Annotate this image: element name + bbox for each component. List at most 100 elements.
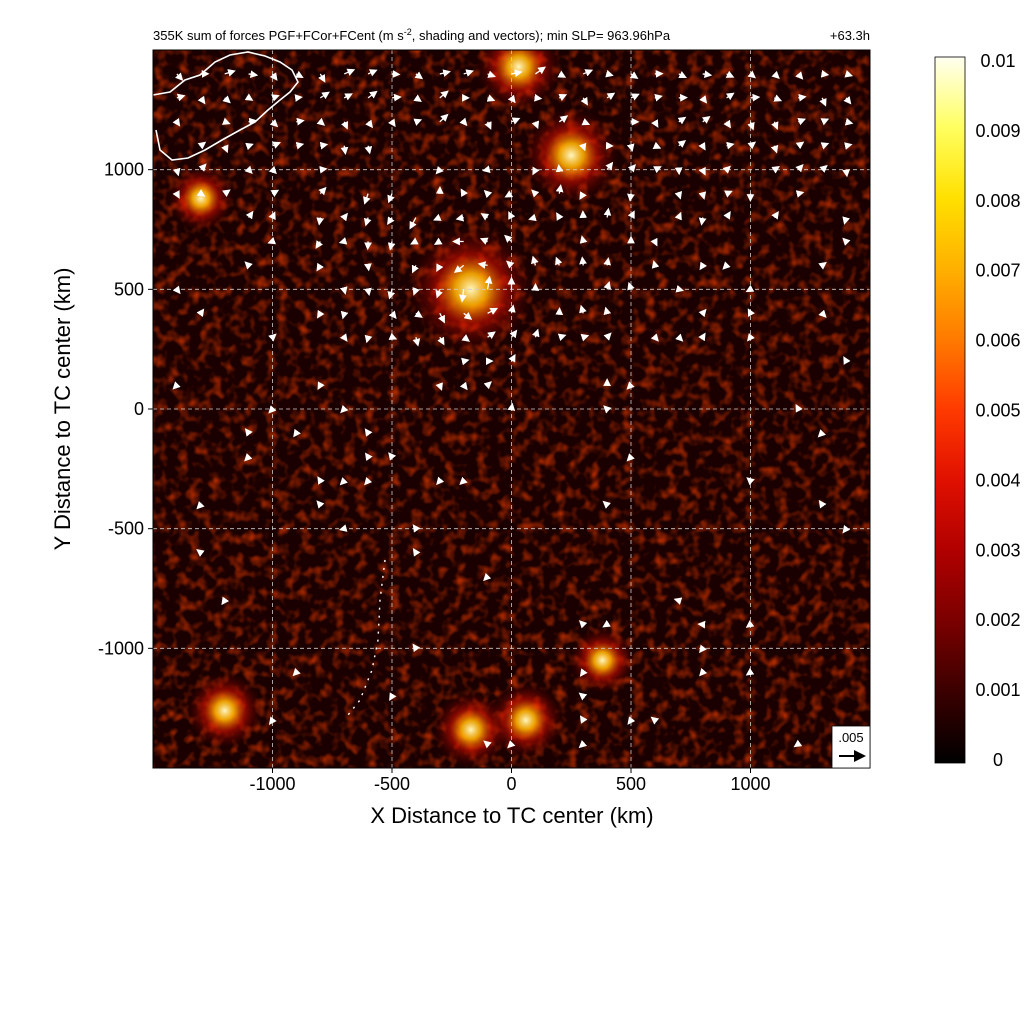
colorbar-ticks: 0 0.001 0.002 0.003 0.004 0.005 0.006 0.007 0.00… <box>975 51 1020 770</box>
force-vector <box>797 117 807 126</box>
force-vector <box>487 307 499 315</box>
force-vector <box>482 165 491 174</box>
force-vector <box>244 428 253 437</box>
force-vector <box>391 93 402 102</box>
force-vector <box>745 667 755 676</box>
colorbar-tick-label: 0 <box>993 750 1003 770</box>
colorbar-tick-label: 0.007 <box>975 261 1020 281</box>
force-vector <box>197 141 207 150</box>
force-vector <box>627 716 636 725</box>
force-vector <box>364 287 372 297</box>
force-vector <box>487 70 496 78</box>
force-vector <box>770 144 779 154</box>
x-axis-label: X Distance to TC center (km) <box>370 803 653 828</box>
intensity-hotspot <box>167 165 234 232</box>
force-vector <box>507 402 516 411</box>
force-vector <box>844 70 854 78</box>
force-vector <box>479 237 489 245</box>
force-vector <box>506 260 515 269</box>
force-vector <box>435 165 444 175</box>
force-vector <box>555 256 563 266</box>
force-vector <box>557 70 567 78</box>
force-vector <box>387 289 396 300</box>
force-vector <box>726 141 735 150</box>
force-vector <box>317 381 325 391</box>
force-vector <box>626 143 635 152</box>
force-vector <box>339 286 348 295</box>
force-vector <box>484 275 493 290</box>
force-vector <box>433 213 442 221</box>
force-vector <box>771 121 779 130</box>
force-vector <box>176 93 186 102</box>
force-vector <box>579 235 588 244</box>
force-vector <box>582 69 594 77</box>
force-vector <box>483 189 493 199</box>
colorbar-tick-label: 0.008 <box>975 191 1020 211</box>
force-vector <box>603 306 612 316</box>
force-vector <box>793 739 803 748</box>
island-chain <box>347 559 386 716</box>
force-vector <box>268 405 277 414</box>
force-vector <box>319 165 328 174</box>
force-vector <box>508 211 516 220</box>
chart-title: 355K sum of forces PGF+FCor+FCent (m s-2… <box>153 27 671 43</box>
force-vector <box>699 261 708 271</box>
force-vector <box>364 145 373 155</box>
force-vector <box>724 190 733 198</box>
force-vector <box>387 216 395 226</box>
force-vector <box>650 333 659 342</box>
force-vector <box>771 70 780 80</box>
force-vector <box>508 353 516 363</box>
force-vector <box>842 524 851 534</box>
force-vector <box>172 167 181 177</box>
colorbar-tick-label: 0.01 <box>980 51 1015 71</box>
force-vector <box>844 142 853 150</box>
force-vector <box>364 334 373 344</box>
force-vector <box>698 166 706 176</box>
force-vector <box>414 71 424 80</box>
force-vector <box>747 70 756 79</box>
force-vector <box>528 213 537 222</box>
force-vector <box>699 667 708 677</box>
force-vector <box>245 142 254 151</box>
y-tick-label: 1000 <box>104 160 144 180</box>
force-vector <box>388 452 397 461</box>
force-vector <box>798 93 807 102</box>
force-vector <box>483 572 492 582</box>
force-vector <box>292 667 301 677</box>
force-vector <box>511 69 523 78</box>
force-vector <box>268 333 277 342</box>
force-vector <box>531 255 539 266</box>
force-vector <box>293 428 301 438</box>
force-vector <box>578 740 588 749</box>
force-vector <box>340 120 349 130</box>
force-vector <box>578 142 587 152</box>
force-vector <box>652 141 662 149</box>
force-vector <box>316 500 325 509</box>
y-axis-ticks: -1000 -500 0 500 1000 <box>98 160 153 658</box>
force-vector <box>367 90 378 99</box>
force-vector <box>795 190 805 198</box>
force-vector <box>486 94 496 102</box>
force-vector <box>196 189 206 197</box>
force-vector <box>507 94 516 104</box>
force-vector <box>579 668 588 677</box>
force-vector <box>343 68 356 76</box>
force-vector <box>509 329 518 339</box>
force-vector <box>269 118 279 128</box>
force-vector <box>820 69 830 78</box>
force-vector <box>414 310 423 318</box>
force-vector <box>745 620 755 628</box>
colorbar-scale <box>934 56 966 764</box>
force-vector <box>698 308 707 318</box>
force-vector <box>295 141 305 150</box>
force-vector <box>651 119 659 128</box>
force-vector <box>629 71 639 79</box>
force-vector <box>294 70 304 78</box>
force-vector <box>650 237 658 247</box>
force-vector <box>412 548 421 557</box>
colorbar-tick-label: 0.003 <box>975 540 1020 560</box>
force-vector <box>435 382 443 391</box>
force-vector <box>579 715 588 724</box>
force-vector <box>578 620 588 629</box>
